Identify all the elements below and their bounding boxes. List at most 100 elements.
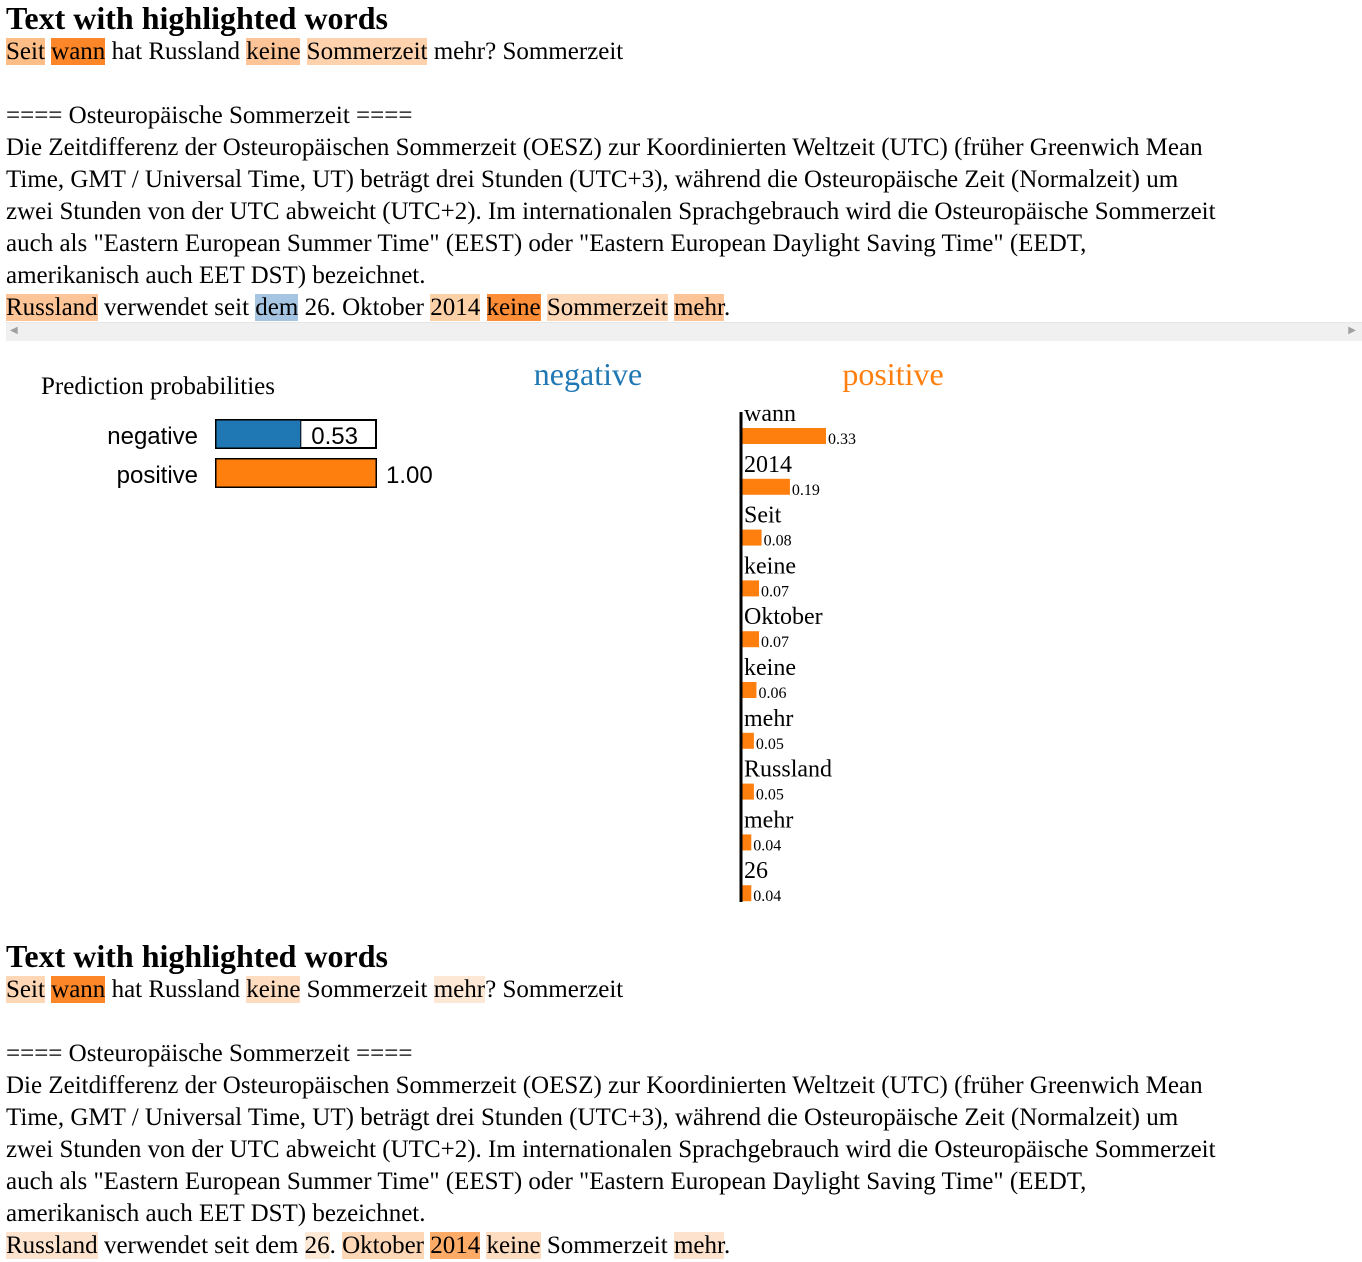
feature-label: Oktober xyxy=(744,604,823,630)
text-segment: auch als "Eastern European Summer Time" … xyxy=(6,230,1087,257)
text-line: auch als "Eastern European Summer Time" … xyxy=(6,1166,1362,1198)
text-segment xyxy=(541,294,547,321)
text-segment: Time, GMT / Universal Time, UT) beträgt … xyxy=(6,166,1179,193)
text-segment: auch als "Eastern European Summer Time" … xyxy=(6,1168,1087,1195)
feature-bar xyxy=(741,885,752,902)
feature-value: 0.04 xyxy=(753,888,781,905)
text-segment: . xyxy=(723,1232,731,1259)
text-segment: Sommerzeit xyxy=(300,976,434,1003)
proba-value-negative: 0.53 xyxy=(311,423,358,450)
feature-bar xyxy=(741,783,754,800)
feature-value: 0.06 xyxy=(758,685,786,702)
text-segment: verwendet seit xyxy=(97,294,256,321)
feature-label: keine xyxy=(744,655,796,681)
text-line: ==== Osteuropäische Sommerzeit ==== xyxy=(6,1038,1362,1070)
charts-svg: Prediction probabilities negative 0.53 pos… xyxy=(41,356,944,905)
text-segment: mehr? Sommerzeit xyxy=(427,38,624,65)
text-segment xyxy=(300,38,306,65)
proba-label-positive: positive xyxy=(117,462,198,489)
text-segment: ==== Osteuropäische Sommerzeit ==== xyxy=(6,1040,413,1067)
text-segment: . xyxy=(329,1232,343,1259)
highlighted-word: mehr xyxy=(673,294,724,321)
text-line: amerikanisch auch EET DST) bezeichnet. xyxy=(6,1198,1362,1230)
text-line: zwei Stunden von der UTC abweicht (UTC+2… xyxy=(6,1134,1362,1166)
text-segment: . xyxy=(723,294,731,321)
section-heading: Text with highlighted words xyxy=(6,0,388,36)
text-segment: amerikanisch auch EET DST) bezeichnet. xyxy=(6,1200,426,1227)
feature-bar xyxy=(741,478,790,495)
feature-value: 0.07 xyxy=(761,583,789,600)
feature-label: wann xyxy=(744,401,796,427)
highlighted-text-body: Seit wann hat Russland keine Sommerzeit … xyxy=(6,974,1362,1262)
text-line xyxy=(6,68,1362,100)
proba-bar-positive xyxy=(215,458,377,488)
feature-value: 0.19 xyxy=(792,482,820,499)
highlighted-word: keine xyxy=(486,1232,541,1259)
feature-value: 0.04 xyxy=(753,837,781,854)
feature-label: 26 xyxy=(744,858,768,884)
feature-label: mehr xyxy=(744,807,793,833)
feature-bar xyxy=(741,580,760,597)
feature-value: 0.07 xyxy=(761,634,789,651)
feature-value: 0.08 xyxy=(764,533,792,550)
text-line: ==== Osteuropäische Sommerzeit ==== xyxy=(6,100,1362,132)
text-segment: ? Sommerzeit xyxy=(485,976,624,1003)
text-line: Time, GMT / Universal Time, UT) beträgt … xyxy=(6,164,1362,196)
text-segment: hat Russland xyxy=(105,976,247,1003)
feature-bar xyxy=(741,834,752,851)
highlighted-text-section-2: Text with highlighted words Seit wann ha… xyxy=(6,938,1362,1262)
legend-positive: positive xyxy=(842,356,943,392)
highlighted-word: dem xyxy=(255,294,299,321)
text-segment: zwei Stunden von der UTC abweicht (UTC+2… xyxy=(6,198,1216,225)
highlighted-word: 2014 xyxy=(430,1232,481,1259)
highlighted-word: wann xyxy=(51,38,106,65)
proba-value-positive: 1.00 xyxy=(386,462,433,489)
feature-bar xyxy=(741,732,754,749)
explanation-charts: Prediction probabilities negative 0.53 pos… xyxy=(0,340,1362,910)
text-segment: Die Zeitdifferenz der Osteuropäischen So… xyxy=(6,1072,1203,1099)
text-line: Russland verwendet seit dem 26. Oktober … xyxy=(6,292,1362,324)
text-segment: Die Zeitdifferenz der Osteuropäischen So… xyxy=(6,134,1203,161)
text-line: Seit wann hat Russland keine Sommerzeit … xyxy=(6,974,1362,1006)
text-segment: Sommerzeit xyxy=(540,1232,674,1259)
text-segment: verwendet seit dem xyxy=(97,1232,305,1259)
highlighted-word: Seit xyxy=(6,38,45,65)
scroll-right-icon[interactable]: ▶ xyxy=(1348,325,1356,336)
highlighted-word: Sommerzeit xyxy=(306,38,428,65)
text-line: Russland verwendet seit dem 26. Oktober … xyxy=(6,1230,1362,1262)
feature-value: 0.05 xyxy=(756,787,784,804)
highlighted-word: Seit xyxy=(6,976,45,1003)
proba-bars: negative 0.53 positive 1.00 xyxy=(107,419,433,489)
highlighted-word: mehr xyxy=(433,976,486,1003)
text-segment: ==== Osteuropäische Sommerzeit ==== xyxy=(6,102,413,129)
text-segment: Time, GMT / Universal Time, UT) beträgt … xyxy=(6,1104,1179,1131)
feature-value: 0.33 xyxy=(828,431,856,448)
feature-bar xyxy=(741,529,762,546)
text-line: Die Zeitdifferenz der Osteuropäischen So… xyxy=(6,1070,1362,1102)
proba-bar-negative xyxy=(215,419,302,449)
highlighted-word: mehr xyxy=(673,1232,724,1259)
text-line: Time, GMT / Universal Time, UT) beträgt … xyxy=(6,1102,1362,1134)
feature-value: 0.05 xyxy=(756,736,784,753)
highlighted-word: Russland xyxy=(6,1232,98,1259)
text-segment: hat Russland xyxy=(105,38,247,65)
horizontal-scrollbar[interactable]: ◀ ▶ xyxy=(6,322,1362,341)
feature-label: keine xyxy=(744,553,796,579)
text-segment xyxy=(480,294,486,321)
text-line: zwei Stunden von der UTC abweicht (UTC+2… xyxy=(6,196,1362,228)
highlighted-word: 2014 xyxy=(430,294,481,321)
feature-bar xyxy=(741,428,826,444)
highlighted-word: Russland xyxy=(6,294,98,321)
proba-label-negative: negative xyxy=(107,423,198,450)
section-heading: Text with highlighted words xyxy=(6,938,388,974)
feature-label: 2014 xyxy=(744,452,792,478)
scroll-left-icon[interactable]: ◀ xyxy=(10,325,18,336)
highlighted-text-section-1: Text with highlighted words Seit wann ha… xyxy=(6,0,1362,324)
text-line: amerikanisch auch EET DST) bezeichnet. xyxy=(6,260,1362,292)
feature-label: Seit xyxy=(744,503,782,529)
proba-title: Prediction probabilities xyxy=(41,373,275,400)
highlighted-word: keine xyxy=(246,38,301,65)
text-segment: amerikanisch auch EET DST) bezeichnet. xyxy=(6,262,426,289)
feature-label: Russland xyxy=(744,757,832,783)
